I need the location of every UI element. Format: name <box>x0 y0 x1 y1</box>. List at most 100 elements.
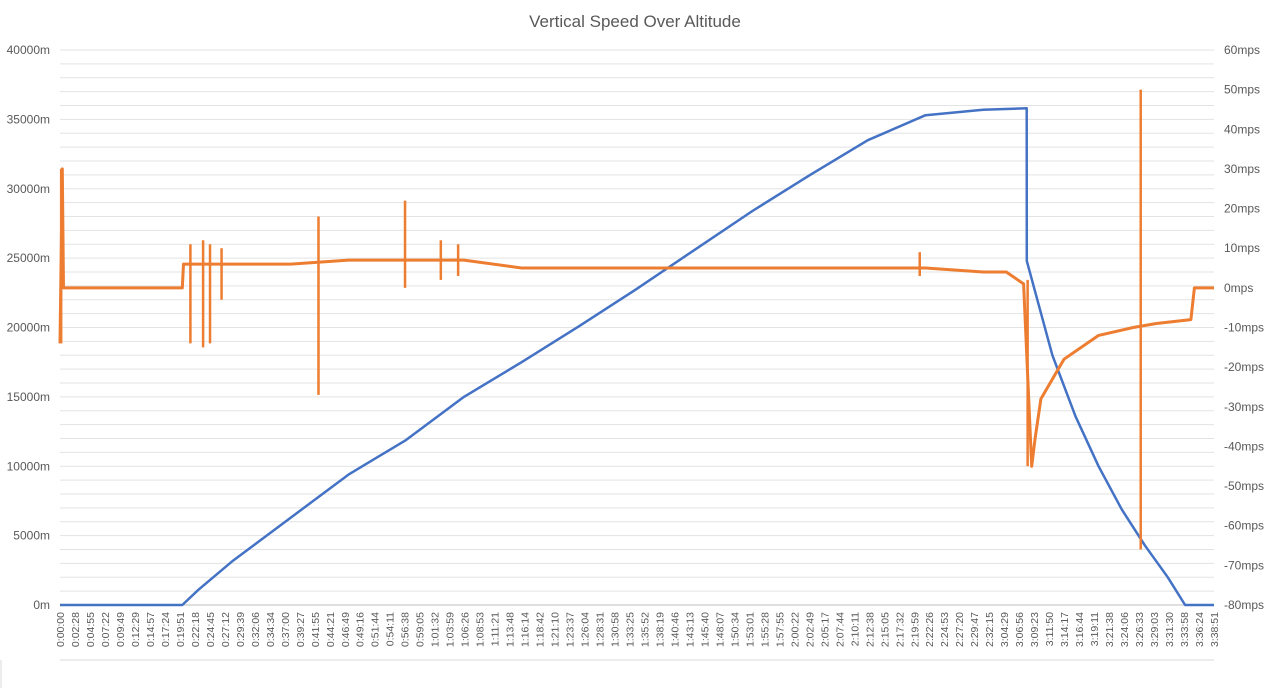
x-tick-label: 0:04:55 <box>85 612 97 647</box>
left-tick-label: 30000m <box>7 182 50 196</box>
x-tick-label: 0:17:24 <box>160 612 172 647</box>
x-tick-label: 1:26:04 <box>580 612 592 647</box>
right-tick-label: 10mps <box>1224 241 1260 255</box>
right-axis-ticks: -80mps -70mps -60mps -50mps -40mps -30mps -20m… <box>1224 43 1264 612</box>
x-tick-label: 0:19:51 <box>175 612 187 647</box>
right-tick-label: -30mps <box>1224 400 1264 414</box>
left-tick-label: 20000m <box>7 321 50 335</box>
x-tick-label: 3:06:56 <box>1014 612 1026 647</box>
x-tick-label: 3:14:17 <box>1059 612 1071 647</box>
x-tick-label: 3:31:30 <box>1164 612 1176 647</box>
x-tick-label: 2:02:49 <box>804 612 816 647</box>
x-tick-label: 1:13:48 <box>505 612 517 647</box>
right-tick-label: -70mps <box>1224 558 1264 572</box>
x-tick-label: 1:03:59 <box>445 612 457 647</box>
series-lines <box>58 107 1214 607</box>
series-line-2 <box>58 167 1214 468</box>
x-tick-label: 0:27:12 <box>220 612 232 647</box>
x-tick-label: 1:18:42 <box>535 612 547 647</box>
x-tick-label: 0:07:22 <box>100 612 112 647</box>
x-tick-label: 1:40:46 <box>670 612 682 647</box>
left-tick-label: 15000m <box>7 390 50 404</box>
left-tick-label: 40000m <box>7 43 50 57</box>
x-tick-label: 3:29:03 <box>1149 612 1161 647</box>
right-tick-label: 20mps <box>1224 202 1260 216</box>
gridlines <box>60 49 1214 592</box>
x-tick-label: 3:04:29 <box>999 612 1011 647</box>
spike-lines <box>59 89 1142 550</box>
x-tick-label: 2:07:44 <box>834 612 846 647</box>
x-tick-label: 1:43:13 <box>685 612 697 647</box>
x-tick-label: 1:23:37 <box>565 612 577 647</box>
left-tick-label: 10000m <box>7 459 50 473</box>
left-axis-ticks: 0m 5000m 10000m 15000m 20000m 25000m 30000m 350… <box>7 43 50 612</box>
x-tick-label: 0:46:49 <box>340 612 352 647</box>
x-tick-label: 0:32:06 <box>250 612 262 647</box>
x-tick-label: 1:53:01 <box>744 612 756 647</box>
left-tick-label: 0m <box>33 598 50 612</box>
x-tick-label: 1:57:55 <box>774 612 786 647</box>
left-tick-label: 25000m <box>7 251 50 265</box>
x-tick-label: 1:28:31 <box>595 612 607 647</box>
x-tick-label: 2:22:26 <box>924 612 936 647</box>
x-tick-label: 0:59:05 <box>415 612 427 647</box>
x-tick-label: 1:48:07 <box>714 612 726 647</box>
x-tick-label: 0:12:29 <box>130 612 142 647</box>
right-tick-label: 0mps <box>1224 281 1253 295</box>
right-tick-label: -60mps <box>1224 519 1264 533</box>
x-tick-label: 2:10:11 <box>849 612 861 646</box>
x-tick-label: 1:11:21 <box>490 612 502 646</box>
x-tick-label: 2:17:32 <box>894 612 906 647</box>
right-tick-label: -20mps <box>1224 360 1264 374</box>
chart-title: Vertical Speed Over Altitude <box>529 12 741 31</box>
x-tick-label: 0:39:27 <box>295 612 307 647</box>
x-tick-label: 1:08:53 <box>475 612 487 647</box>
x-tick-label: 1:30:58 <box>610 612 622 647</box>
left-tick-label: 35000m <box>7 112 50 126</box>
x-tick-label: 0:34:34 <box>265 612 277 647</box>
x-tick-label: 2:24:53 <box>939 612 951 647</box>
x-tick-label: 3:19:11 <box>1089 612 1101 646</box>
x-tick-label: 3:26:33 <box>1134 612 1146 647</box>
x-tick-label: 2:15:05 <box>879 612 891 647</box>
x-tick-label: 1:45:40 <box>699 612 711 647</box>
right-tick-label: 30mps <box>1224 162 1260 176</box>
x-tick-label: 0:14:57 <box>145 612 157 647</box>
x-tick-label: 3:11:50 <box>1044 612 1056 646</box>
x-tick-label: 1:55:28 <box>759 612 771 647</box>
right-tick-label: -40mps <box>1224 439 1264 453</box>
axes <box>0 604 1214 688</box>
x-tick-label: 1:38:19 <box>655 612 667 647</box>
x-tick-label: 1:50:34 <box>729 612 741 647</box>
x-tick-label: 0:44:21 <box>325 612 337 647</box>
x-tick-label: 1:35:52 <box>640 612 652 647</box>
x-tick-label: 1:21:10 <box>550 612 562 647</box>
right-tick-label: 50mps <box>1224 83 1260 97</box>
right-tick-label: -50mps <box>1224 479 1264 493</box>
x-tick-label: 0:02:28 <box>70 612 82 647</box>
x-tick-label: 1:33:25 <box>625 612 637 647</box>
right-tick-label: 60mps <box>1224 43 1260 57</box>
x-tick-label: 3:16:44 <box>1074 612 1086 647</box>
x-tick-label: 3:36:24 <box>1194 612 1206 647</box>
x-tick-label: 3:38:51 <box>1209 612 1221 647</box>
x-tick-label: 0:51:44 <box>370 612 382 647</box>
x-tick-label: 0:09:49 <box>115 612 127 647</box>
x-tick-label: 3:21:38 <box>1104 612 1116 647</box>
x-tick-label: 0:22:18 <box>190 612 202 647</box>
right-tick-label: -80mps <box>1224 598 1264 612</box>
x-tick-label: 0:56:38 <box>400 612 412 647</box>
x-axis-ticks: 0:00:00 0:02:28 0:04:55 0:07:22 0:09:49 0:12:… <box>55 612 1221 647</box>
right-tick-label: -10mps <box>1224 321 1264 335</box>
x-tick-label: 2:19:59 <box>909 612 921 647</box>
x-tick-label: 0:37:00 <box>280 612 292 647</box>
x-tick-label: 2:27:20 <box>954 612 966 647</box>
x-tick-label: 2:05:17 <box>819 612 831 647</box>
x-tick-label: 3:24:06 <box>1119 612 1131 647</box>
x-tick-label: 1:01:32 <box>430 612 442 647</box>
left-tick-label: 5000m <box>13 529 50 543</box>
x-tick-label: 2:29:47 <box>969 612 981 647</box>
x-tick-label: 2:12:38 <box>864 612 876 647</box>
x-tick-label: 0:54:11 <box>385 612 397 646</box>
